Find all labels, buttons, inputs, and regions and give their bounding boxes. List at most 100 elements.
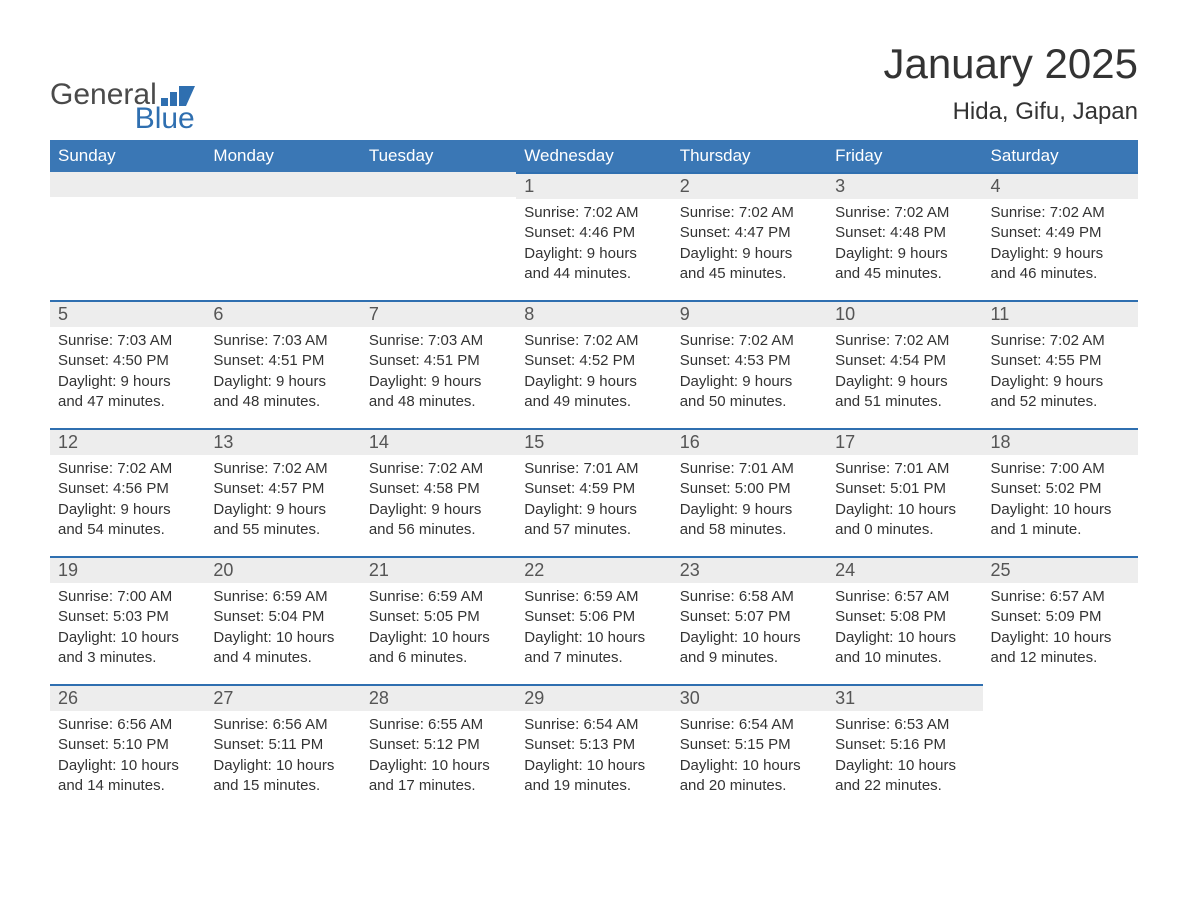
day-data: Sunrise: 6:56 AMSunset: 5:10 PMDaylight:…	[50, 711, 205, 804]
sunrise-label: Sunrise:	[680, 332, 735, 349]
sunset-line: Sunset: 4:51 PM	[369, 351, 508, 371]
sunset-label: Sunset:	[369, 352, 420, 369]
daylight-line: Daylight: 9 hours and 44 minutes.	[524, 244, 663, 285]
sunrise-label: Sunrise:	[524, 716, 579, 733]
sunrise-line: Sunrise: 6:57 AM	[835, 587, 974, 607]
sunset-label: Sunset:	[213, 608, 264, 625]
sunset-label: Sunset:	[213, 480, 264, 497]
sunset-label: Sunset:	[369, 608, 420, 625]
day-number: 17	[827, 430, 982, 455]
sunset-line: Sunset: 5:10 PM	[58, 735, 197, 755]
sunrise-line: Sunrise: 6:53 AM	[835, 715, 974, 735]
sunrise-label: Sunrise:	[213, 460, 268, 477]
sunrise-value: 6:58 AM	[739, 588, 794, 605]
sunrise-label: Sunrise:	[58, 332, 113, 349]
sunset-label: Sunset:	[369, 480, 420, 497]
sunset-label: Sunset:	[58, 736, 109, 753]
day-number: 6	[205, 302, 360, 327]
sunset-line: Sunset: 5:03 PM	[58, 607, 197, 627]
sunrise-label: Sunrise:	[524, 460, 579, 477]
sunset-label: Sunset:	[835, 608, 886, 625]
day-data: Sunrise: 6:54 AMSunset: 5:13 PMDaylight:…	[516, 711, 671, 804]
day-number: 16	[672, 430, 827, 455]
sunset-label: Sunset:	[680, 480, 731, 497]
sunset-line: Sunset: 4:46 PM	[524, 223, 663, 243]
daylight-label: Daylight:	[524, 757, 582, 774]
day-data: Sunrise: 7:00 AMSunset: 5:03 PMDaylight:…	[50, 583, 205, 676]
daylight-line: Daylight: 9 hours and 51 minutes.	[835, 372, 974, 413]
sunset-label: Sunset:	[524, 608, 575, 625]
sunset-value: 4:52 PM	[579, 352, 635, 369]
sunset-label: Sunset:	[369, 736, 420, 753]
day-number-empty	[205, 172, 360, 197]
sunrise-value: 7:03 AM	[117, 332, 172, 349]
sunrise-line: Sunrise: 7:02 AM	[524, 331, 663, 351]
sunset-label: Sunset:	[835, 224, 886, 241]
daylight-label: Daylight:	[680, 373, 738, 390]
sunset-line: Sunset: 4:52 PM	[524, 351, 663, 371]
day-number-empty	[50, 172, 205, 197]
daylight-label: Daylight:	[835, 501, 893, 518]
sunrise-value: 6:57 AM	[1050, 588, 1105, 605]
sunset-value: 5:16 PM	[890, 736, 946, 753]
daylight-line: Daylight: 9 hours and 47 minutes.	[58, 372, 197, 413]
daylight-label: Daylight:	[680, 757, 738, 774]
calendar-day: 24Sunrise: 6:57 AMSunset: 5:08 PMDayligh…	[827, 556, 982, 684]
daylight-line: Daylight: 9 hours and 58 minutes.	[680, 500, 819, 541]
sunset-label: Sunset:	[58, 608, 109, 625]
calendar-page: General Blue January 2025 Hida, Gifu, Ja…	[0, 0, 1188, 852]
day-data: Sunrise: 7:02 AMSunset: 4:58 PMDaylight:…	[361, 455, 516, 548]
daylight-label: Daylight:	[58, 629, 116, 646]
daylight-label: Daylight:	[680, 629, 738, 646]
sunset-value: 5:03 PM	[113, 608, 169, 625]
sunset-label: Sunset:	[991, 608, 1042, 625]
sunrise-label: Sunrise:	[680, 588, 735, 605]
sunrise-value: 7:02 AM	[894, 332, 949, 349]
sunrise-line: Sunrise: 7:01 AM	[835, 459, 974, 479]
day-number: 30	[672, 686, 827, 711]
sunrise-line: Sunrise: 7:00 AM	[991, 459, 1130, 479]
daylight-line: Daylight: 10 hours and 0 minutes.	[835, 500, 974, 541]
sunrise-line: Sunrise: 7:03 AM	[213, 331, 352, 351]
calendar-week: 19Sunrise: 7:00 AMSunset: 5:03 PMDayligh…	[50, 556, 1138, 684]
daylight-line: Daylight: 10 hours and 6 minutes.	[369, 628, 508, 669]
daylight-line: Daylight: 9 hours and 48 minutes.	[369, 372, 508, 413]
day-data: Sunrise: 6:55 AMSunset: 5:12 PMDaylight:…	[361, 711, 516, 804]
sunset-line: Sunset: 4:55 PM	[991, 351, 1130, 371]
sunset-line: Sunset: 5:16 PM	[835, 735, 974, 755]
day-data: Sunrise: 7:02 AMSunset: 4:52 PMDaylight:…	[516, 327, 671, 420]
calendar-day: 13Sunrise: 7:02 AMSunset: 4:57 PMDayligh…	[205, 428, 360, 556]
day-data: Sunrise: 6:57 AMSunset: 5:09 PMDaylight:…	[983, 583, 1138, 676]
daylight-line: Daylight: 9 hours and 54 minutes.	[58, 500, 197, 541]
day-number: 24	[827, 558, 982, 583]
sunset-value: 4:57 PM	[268, 480, 324, 497]
sunset-label: Sunset:	[991, 352, 1042, 369]
daylight-line: Daylight: 10 hours and 19 minutes.	[524, 756, 663, 797]
daylight-line: Daylight: 9 hours and 52 minutes.	[991, 372, 1130, 413]
calendar-table: SundayMondayTuesdayWednesdayThursdayFrid…	[50, 140, 1138, 812]
sunrise-line: Sunrise: 6:59 AM	[524, 587, 663, 607]
calendar-day: 25Sunrise: 6:57 AMSunset: 5:09 PMDayligh…	[983, 556, 1138, 684]
day-number: 8	[516, 302, 671, 327]
daylight-line: Daylight: 10 hours and 14 minutes.	[58, 756, 197, 797]
calendar-day: 1Sunrise: 7:02 AMSunset: 4:46 PMDaylight…	[516, 172, 671, 300]
day-number: 2	[672, 174, 827, 199]
sunset-value: 5:13 PM	[579, 736, 635, 753]
sunrise-label: Sunrise:	[213, 588, 268, 605]
calendar-day: 6Sunrise: 7:03 AMSunset: 4:51 PMDaylight…	[205, 300, 360, 428]
sunset-line: Sunset: 4:48 PM	[835, 223, 974, 243]
sunrise-line: Sunrise: 6:57 AM	[991, 587, 1130, 607]
sunrise-label: Sunrise:	[835, 332, 890, 349]
sunset-value: 4:55 PM	[1046, 352, 1102, 369]
sunrise-label: Sunrise:	[369, 716, 424, 733]
sunset-value: 4:46 PM	[579, 224, 635, 241]
daylight-label: Daylight:	[991, 373, 1049, 390]
day-data: Sunrise: 6:56 AMSunset: 5:11 PMDaylight:…	[205, 711, 360, 804]
sunrise-value: 6:59 AM	[428, 588, 483, 605]
sunset-value: 4:47 PM	[735, 224, 791, 241]
sunset-label: Sunset:	[680, 224, 731, 241]
daylight-line: Daylight: 10 hours and 17 minutes.	[369, 756, 508, 797]
day-data: Sunrise: 7:02 AMSunset: 4:56 PMDaylight:…	[50, 455, 205, 548]
day-data: Sunrise: 6:59 AMSunset: 5:05 PMDaylight:…	[361, 583, 516, 676]
daylight-label: Daylight:	[835, 757, 893, 774]
